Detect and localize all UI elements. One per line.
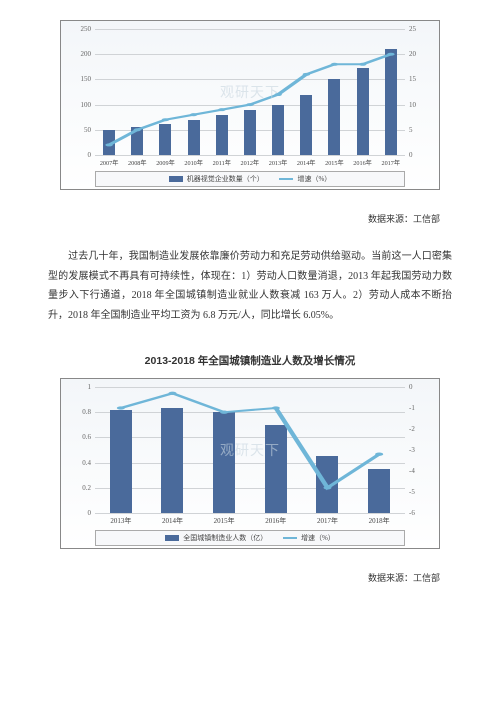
x-label: 2007年 <box>100 158 119 167</box>
x-label: 2015年 <box>214 516 235 526</box>
x-label: 2017年 <box>381 158 400 167</box>
x-label: 2010年 <box>184 158 203 167</box>
x-label: 2012年 <box>241 158 260 167</box>
x-label: 2011年 <box>213 158 231 167</box>
chart1-source: 数据来源：工信部 <box>48 212 440 225</box>
x-label: 2009年 <box>156 158 175 167</box>
chart2-source: 数据来源：工信部 <box>48 571 440 584</box>
x-label: 2016年 <box>265 516 286 526</box>
x-label: 2016年 <box>353 158 372 167</box>
x-label: 2014年 <box>297 158 316 167</box>
legend-bar-label: 机器视觉企业数量（个） <box>187 175 264 183</box>
chart2-title: 2013-2018 年全国城镇制造业人数及增长情况 <box>48 353 452 368</box>
chart-2: 00.20.40.60.810-1-2-3-4-5-6 观研天下 2013年20… <box>60 378 440 549</box>
legend-line-label: 增速（%） <box>301 534 335 542</box>
chart-1: 0501001502002500510152025 观研天下 2007年2008… <box>60 20 440 190</box>
body-paragraph: 过去几十年，我国制造业发展依靠廉价劳动力和充足劳动供给驱动。当前这一人口密集型的… <box>48 247 452 325</box>
legend-bar-label: 全国城镇制造业人数（亿） <box>183 534 267 542</box>
x-label: 2017年 <box>317 516 338 526</box>
x-label: 2013年 <box>269 158 288 167</box>
x-label: 2015年 <box>325 158 344 167</box>
chart2-legend: 全国城镇制造业人数（亿） 增速（%） <box>95 530 405 546</box>
x-label: 2013年 <box>110 516 131 526</box>
x-label: 2018年 <box>369 516 390 526</box>
x-label: 2008年 <box>128 158 147 167</box>
legend-line-label: 增速（%） <box>297 175 331 183</box>
chart1-legend: 机器视觉企业数量（个） 增速（%） <box>95 171 405 187</box>
x-label: 2014年 <box>162 516 183 526</box>
